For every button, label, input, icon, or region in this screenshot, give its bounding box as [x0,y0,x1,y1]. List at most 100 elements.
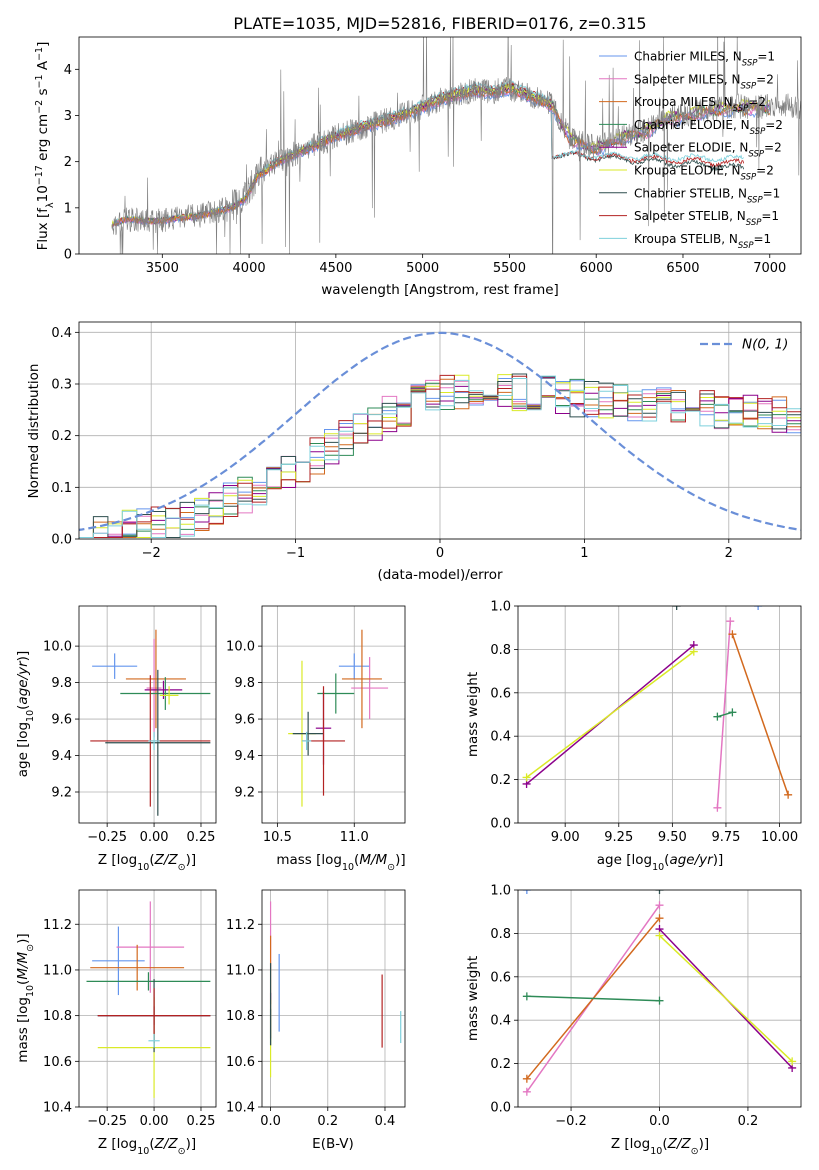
x-tick-label: 4000 [233,261,266,276]
weight-marker [713,712,722,721]
y-tick-label: 9.2 [51,786,72,801]
weight-line [731,633,789,796]
figure-title: PLATE=1035, MJD=52816, FIBERID=0176, z=0… [233,14,646,33]
y-tick-label: 0.0 [51,533,72,548]
weight-marker [522,773,531,782]
legend-entry: Chabrier STELIB, NSSP=1 [634,186,780,205]
weight-marker [754,606,763,610]
x-tick-label: −0.25 [87,830,127,845]
y-axis-label: mass weight [465,672,481,757]
weight-line [717,711,733,718]
y-tick-label: 0.6 [490,970,511,985]
axes-frame [78,605,217,824]
x-axis-label: wavelength [Angstrom, rest frame] [321,282,559,298]
y-tick-label: 1.0 [490,884,511,899]
error-bar-point [301,731,312,751]
axes-frame [78,889,217,1108]
x-tick-label: 7000 [753,261,786,276]
weight-line [526,651,695,778]
error-bar-point [86,972,211,991]
y-tick-label: 0.2 [490,1057,511,1072]
weight-marker [713,803,722,812]
y-tick-label: 10.4 [43,1101,72,1116]
y-tick-label: 0.6 [490,686,511,701]
axes-frame [78,321,802,540]
error-bar-point [148,1033,160,1048]
y-tick-label: 0.8 [490,927,511,942]
y-tick-label: 0.4 [490,1014,511,1029]
error-bar-point [351,657,389,720]
legend-entry: Kroupa STELIB, NSSP=1 [634,232,771,251]
x-tick-label: 0 [436,546,444,561]
plot-layer: 3500 4000 4500 5000 5500 6000 6500 7000 0 1 2 3 4 wav… [15,36,802,1157]
y-tick-label: 11.0 [226,963,255,978]
x-tick-label: 6500 [666,261,699,276]
x-axis-label: (data-model)/error [377,567,503,583]
weight-marker [655,931,664,940]
x-tick-label: 9.75 [711,830,740,845]
error-bar-point [341,629,382,729]
panel-mass-vs-ebv: 0.0 0.2 0.4 10.4 10.6 10.8 11.0 11.2 E(B-V) [226,889,406,1152]
y-tick-label: 3 [64,109,72,124]
panel-weight-vs-Z: −0.2 0.0 0.2 0.0 0.2 0.4 0.6 0.8 1.0 Z [log10(Z/Z… [465,884,802,1157]
error-bar-point [92,653,138,679]
weight-marker [784,790,793,799]
error-bar-point [338,653,370,679]
weight-marker [655,901,664,910]
weight-marker [522,1074,531,1083]
weight-marker [672,606,681,610]
legend-entry: Salpeter MILES, NSSP=2 [634,72,774,91]
x-tick-label: 2 [725,546,733,561]
y-tick-label: 10.8 [226,1009,255,1024]
y-tick-label: 10.0 [226,640,255,655]
y-tick-label: 0.8 [490,643,511,658]
x-tick-label: 0.0 [260,1114,281,1129]
x-tick-label: 5000 [406,261,439,276]
legend-entry: Chabrier ELODIE, NSSP=2 [634,118,783,137]
y-tick-label: 11.2 [43,918,72,933]
y-axis-label: Normed distribution [26,364,42,499]
y-tick-label: 4 [64,63,72,78]
x-tick-label: −0.25 [87,1114,127,1129]
y-tick-label: 0.1 [51,481,72,496]
axis-label: mass [log10(M/M⊙)] [15,933,36,1062]
plot-area [269,901,402,1078]
x-tick-label: 10.00 [761,830,798,845]
y-tick-label: 0.2 [490,773,511,788]
legend-entry: Kroupa ELODIE, NSSP=2 [634,164,774,183]
error-bar-point [92,926,145,996]
y-tick-label: 10.6 [43,1055,72,1070]
x-tick-label: −2 [142,546,161,561]
plot-area [288,629,389,807]
y-tick-label: 9.4 [51,749,72,764]
residual-histogram [79,375,801,538]
y-tick-label: 0.4 [490,730,511,745]
y-tick-label: 1 [64,201,72,216]
weight-marker [728,708,737,717]
legend-entry: Salpeter ELODIE, NSSP=2 [634,141,782,160]
residual-histogram [79,378,801,538]
y-tick-label: 2 [64,155,72,170]
x-tick-label: 9.00 [551,830,580,845]
x-tick-label: 0.25 [187,1114,216,1129]
x-tick-label: 10.5 [263,830,292,845]
x-tick-label: 0.00 [140,1114,169,1129]
y-tick-label: 11.2 [226,918,255,933]
legend-entry: Kroupa MILES, NSSP=2 [634,95,766,114]
x-tick-label: 0.0 [649,1114,670,1129]
y-tick-label: 0 [64,248,72,263]
x-tick-label: 0.00 [140,830,169,845]
weight-marker [655,914,664,923]
weight-marker [522,992,531,1001]
y-tick-label: 0.2 [51,429,72,444]
panel-mass-vs-Z: −0.25 0.00 0.25 10.4 10.6 10.8 11.0 11.2 Z [log1… [15,889,217,1157]
weight-marker [689,647,698,656]
y-tick-label: 10.0 [43,640,72,655]
x-tick-label: −1 [286,546,305,561]
plot-area [90,629,211,816]
axes-frame [261,889,406,1108]
x-tick-label: 11.0 [340,830,369,845]
residual-histogram [79,374,801,538]
y-tick-label: 9.4 [234,749,255,764]
